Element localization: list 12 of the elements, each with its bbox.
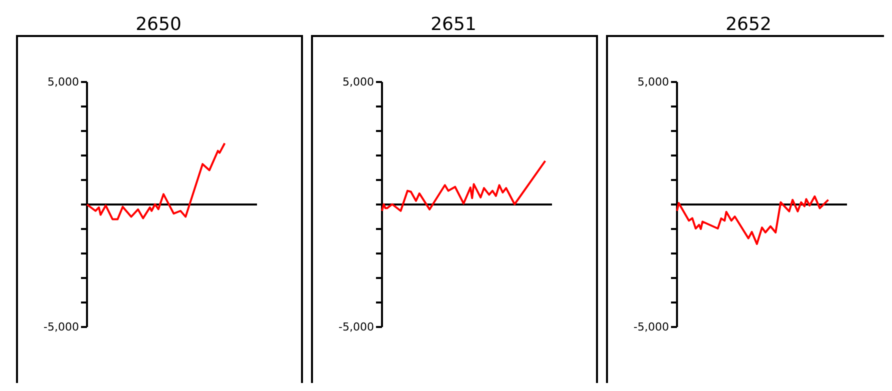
line-series: [676, 195, 830, 245]
line-series: [381, 160, 546, 212]
y-tick-label: -5,000: [338, 320, 374, 334]
chart-title: 2651: [430, 14, 476, 35]
y-tick-label: 5,000: [48, 76, 79, 88]
y-tick-label: -5,000: [44, 320, 79, 334]
chart-title: 2650: [136, 14, 182, 35]
chart-title: 2652: [726, 14, 772, 35]
y-tick-label: -5,000: [634, 320, 669, 334]
y-tick-label: 5,000: [638, 76, 669, 88]
y-tick-label: 5,000: [342, 76, 374, 88]
line-series: [86, 142, 226, 220]
